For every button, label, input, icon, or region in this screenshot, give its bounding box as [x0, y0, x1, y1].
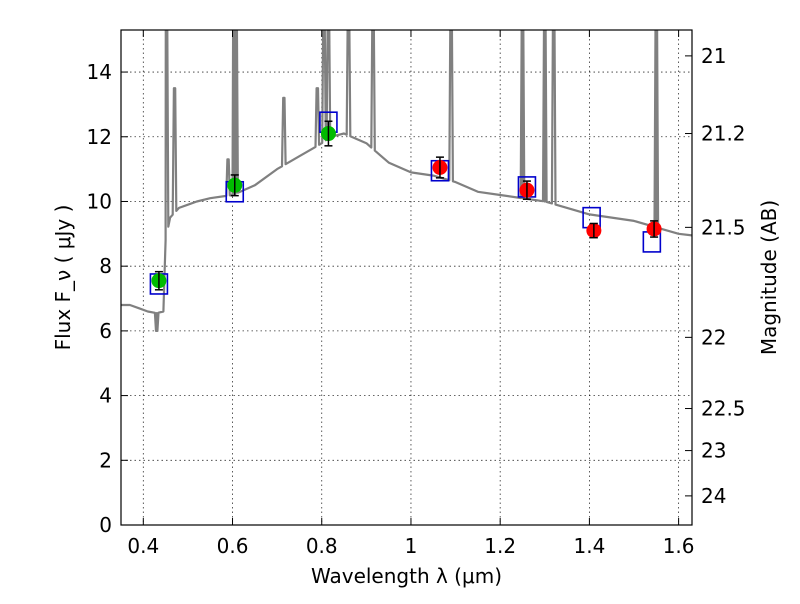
- x-tick-label: 0.4: [127, 534, 159, 558]
- y-tick-label: 6: [99, 319, 112, 343]
- right-tick-label: 21.2: [701, 122, 746, 146]
- model-boxes: [149, 111, 662, 295]
- right-tick-label: 24: [701, 484, 726, 508]
- plot-frame: [120, 29, 693, 526]
- x-tick-label: 1: [405, 534, 418, 558]
- x-tick-label: 0.6: [217, 534, 249, 558]
- right-tick-label: 22: [701, 325, 726, 349]
- y-axis-title: Flux F_ν ( μJy ): [51, 205, 75, 351]
- right-tick-label: 21.5: [701, 215, 746, 239]
- right-tick-label: 21: [701, 44, 726, 68]
- x-tick-label: 1.2: [484, 534, 516, 558]
- y-tick-label: 14: [87, 60, 112, 84]
- x-axis-title: Wavelength λ (μm): [311, 564, 502, 588]
- y-tick-label: 8: [99, 254, 112, 278]
- x-tick-label: 1.6: [663, 534, 695, 558]
- spectrum-line: [121, 30, 692, 332]
- y-tick-label: 4: [99, 384, 112, 408]
- data-points: [151, 120, 662, 291]
- y-tick-label: 0: [99, 513, 112, 537]
- right-tick-label: 22.5: [701, 397, 746, 421]
- y-tick-label: 12: [87, 125, 112, 149]
- grid: [121, 30, 692, 525]
- x-tick-label: 0.8: [306, 534, 338, 558]
- spectrum: [121, 30, 692, 332]
- right-tick-label: 23: [701, 439, 726, 463]
- y-tick-label: 2: [99, 448, 112, 472]
- y-tick-label: 10: [87, 189, 112, 213]
- x-tick-label: 1.4: [573, 534, 605, 558]
- right-axis-title: Magnitude (AB): [757, 200, 781, 355]
- ticks: 0.4 0.6 0.8 1 1.2 1.4 1.6024681012142121.221.5…: [87, 30, 746, 558]
